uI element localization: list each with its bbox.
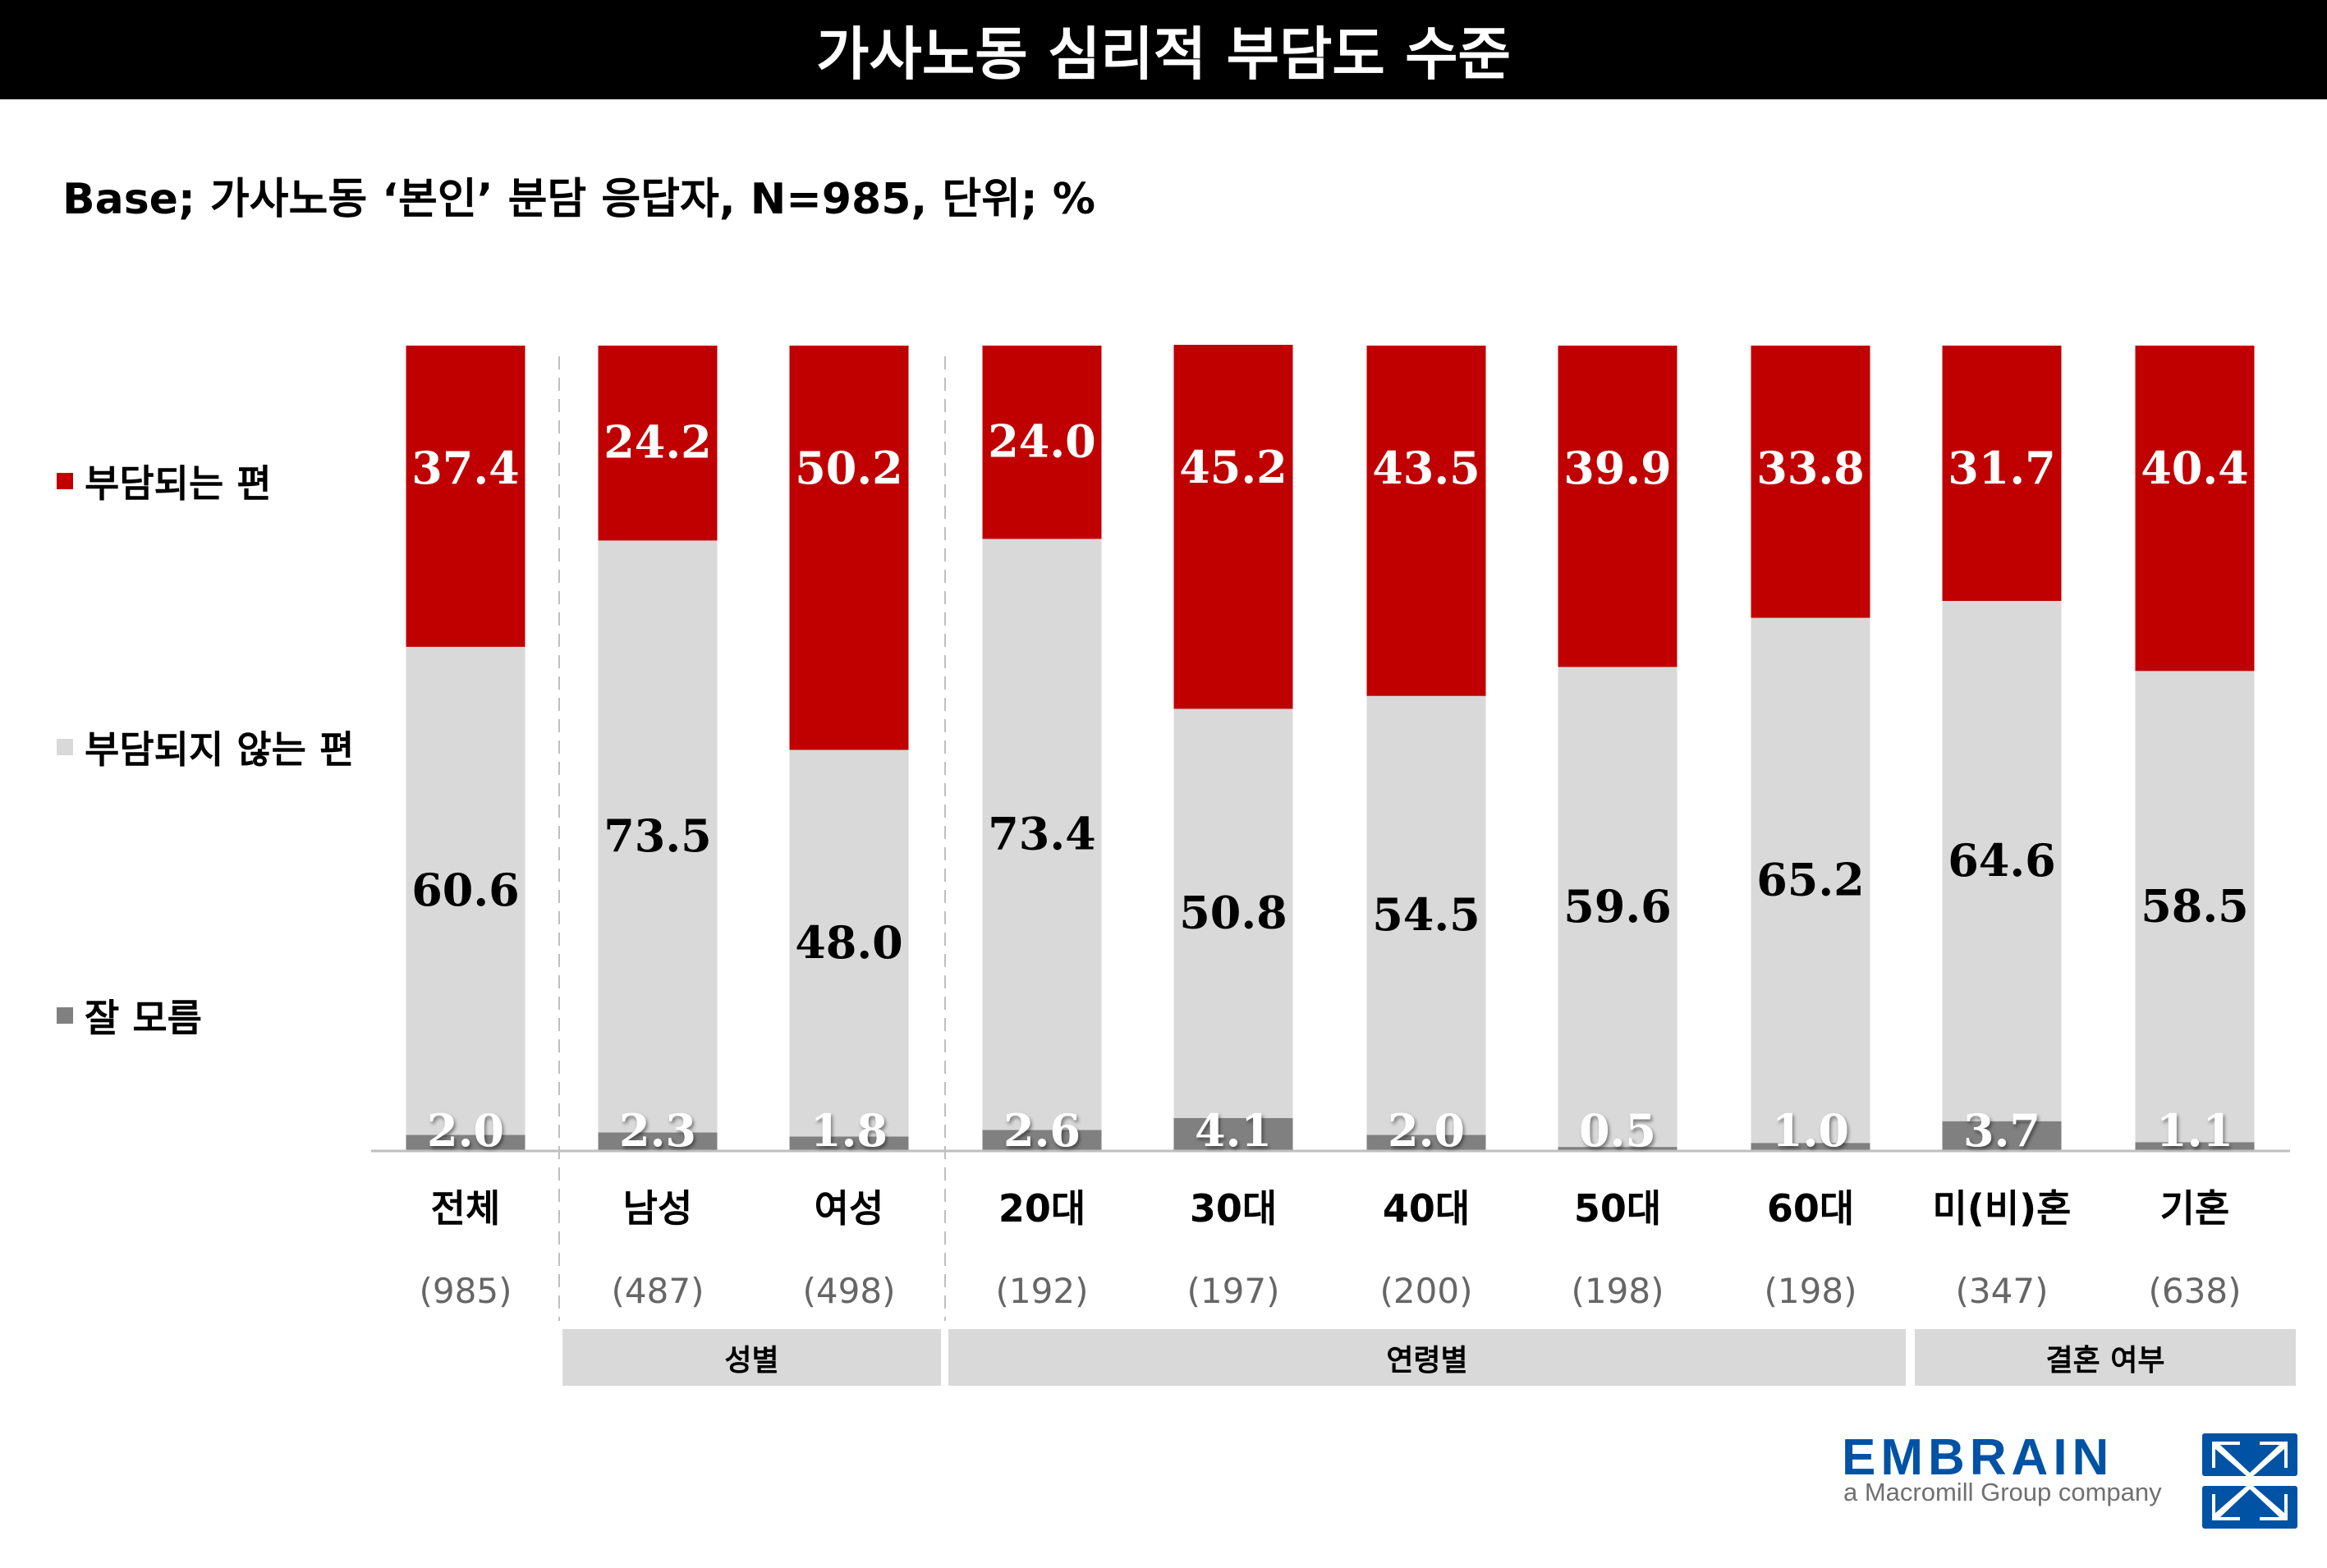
category-label: 30대 (1190, 1186, 1277, 1231)
data-label-burdened: 24.2 (604, 416, 712, 469)
data-label-dont-know: 2.6 (1003, 1104, 1081, 1157)
bar-segment-dont-know (789, 1136, 909, 1151)
data-label-burdened: 40.4 (2141, 442, 2249, 494)
bar-segment-dont-know (598, 1132, 718, 1151)
data-label-burdened: 45.2 (1179, 441, 1287, 493)
bar-segment-not-burdened (789, 750, 909, 1137)
bar-segment-not-burdened (598, 540, 718, 1133)
category-label: 미(비)혼 (1932, 1186, 2071, 1231)
data-label-not-burdened: 73.4 (988, 807, 1096, 860)
data-label-burdened: 31.7 (1948, 442, 2056, 494)
legend-label: 부담되지 않는 편 (85, 727, 355, 772)
sample-size-label: (487) (612, 1271, 705, 1311)
bar-segment-burdened (789, 346, 909, 750)
bar-segment-not-burdened (1751, 617, 1870, 1144)
category-label: 전체 (431, 1186, 501, 1231)
bar-segment-dont-know (1942, 1121, 2062, 1151)
bar-segment-not-burdened (2135, 671, 2255, 1143)
sample-size-label: (985) (420, 1271, 512, 1311)
legend-swatch-dark (57, 1007, 73, 1024)
bar-segment-dont-know (406, 1135, 526, 1151)
sample-size-label: (197) (1187, 1271, 1280, 1311)
data-label-not-burdened: 65.2 (1756, 853, 1865, 905)
data-label-burdened: 33.8 (1756, 442, 1865, 494)
legend-item-dont-know: 잘 모름 (57, 988, 202, 1043)
sample-size-label: (198) (1765, 1271, 1857, 1311)
data-label-dont-know: 2.0 (1388, 1104, 1465, 1157)
bar-segment-burdened (982, 346, 1102, 539)
bar-segment-burdened (1942, 346, 2062, 601)
data-label-not-burdened: 60.6 (411, 864, 520, 916)
category-label: 60대 (1767, 1186, 1854, 1231)
title-bar: 가사노동 심리적 부담도 수준 (0, 0, 2327, 99)
bar-segment-dont-know (1558, 1147, 1678, 1151)
category-label: 40대 (1383, 1186, 1470, 1231)
bar-segment-not-burdened (1942, 600, 2062, 1121)
sample-size-label: (638) (2149, 1271, 2242, 1311)
group-label-age: 연령별 (948, 1329, 1906, 1386)
bar-segment-not-burdened (1366, 695, 1486, 1135)
legend-swatch-light (57, 739, 73, 755)
data-label-dont-know: 4.1 (1195, 1104, 1272, 1157)
embrain-logo-icon (2202, 1433, 2297, 1529)
data-label-not-burdened: 73.5 (604, 809, 712, 862)
bar-segment-burdened (406, 346, 526, 647)
bar-segment-burdened (2135, 346, 2255, 672)
bar-segment-burdened (598, 346, 718, 541)
legend-item-not-burdened: 부담되지 않는 편 (57, 720, 354, 774)
bar-segment-dont-know (1366, 1135, 1486, 1151)
data-label-not-burdened: 48.0 (795, 916, 903, 969)
sample-size-label: (192) (996, 1271, 1089, 1311)
embrain-logo-text: EMBRAIN (1842, 1429, 2114, 1486)
data-label-not-burdened: 50.8 (1179, 887, 1287, 939)
legend-item-burdened: 부담되는 편 (57, 454, 272, 508)
data-label-not-burdened: 64.6 (1948, 834, 2056, 887)
data-label-burdened: 43.5 (1372, 442, 1480, 494)
legend-swatch-red (57, 473, 73, 489)
category-label: 기혼 (2160, 1186, 2230, 1231)
sample-size-label: (200) (1380, 1271, 1473, 1311)
page-title: 가사노동 심리적 부담도 수준 (816, 21, 1511, 88)
legend-label: 잘 모름 (85, 996, 202, 1040)
bar-segment-not-burdened (406, 646, 526, 1135)
data-label-burdened: 37.4 (411, 442, 520, 494)
data-label-dont-know: 1.0 (1772, 1104, 1849, 1157)
category-label: 남성 (623, 1186, 693, 1231)
stacked-bar-chart: 2.0 60.6 37.4 전체 (985) 2.3 73.5 24.2 남성 (487) 1.8 4… (371, 345, 2290, 1321)
sample-size-label: (498) (803, 1271, 896, 1311)
category-label: 50대 (1574, 1186, 1661, 1231)
data-label-burdened: 39.9 (1563, 442, 1672, 494)
bar-segment-dont-know (982, 1130, 1102, 1151)
bar-segment-burdened (1366, 346, 1486, 696)
data-label-dont-know: 3.7 (1963, 1104, 2040, 1157)
data-label-dont-know: 2.0 (427, 1104, 504, 1157)
bar-segment-not-burdened (1558, 667, 1678, 1148)
bar-segment-not-burdened (1173, 708, 1293, 1118)
category-label: 20대 (998, 1186, 1085, 1231)
sample-size-label: (198) (1572, 1271, 1664, 1311)
bar-segment-dont-know (1751, 1143, 1870, 1151)
data-label-not-burdened: 59.6 (1563, 880, 1672, 933)
bar-segment-dont-know (1173, 1117, 1293, 1151)
group-label-gender: 성별 (562, 1329, 941, 1386)
data-label-burdened: 50.2 (795, 442, 903, 494)
base-note: Base; 가사노동 ‘본인’ 분담 응답자, N=985, 단위; % (62, 175, 1095, 224)
category-label: 여성 (815, 1186, 884, 1231)
data-label-not-burdened: 54.5 (1372, 888, 1480, 941)
bar-segment-burdened (1558, 346, 1678, 667)
bar-segment-dont-know (2135, 1142, 2255, 1151)
bar-segment-not-burdened (982, 539, 1102, 1130)
data-label-dont-know: 2.3 (619, 1104, 696, 1157)
bar-segment-burdened (1173, 345, 1293, 709)
legend-label: 부담되는 편 (85, 461, 272, 506)
embrain-tagline: a Macromill Group company (1843, 1478, 2162, 1506)
data-label-burdened: 24.0 (988, 415, 1096, 468)
data-label-dont-know: 1.1 (2156, 1104, 2233, 1157)
group-label-marital: 결혼 여부 (1915, 1329, 2296, 1386)
data-label-dont-know: 0.5 (1579, 1104, 1656, 1157)
bar-segment-burdened (1751, 346, 1870, 618)
data-label-not-burdened: 58.5 (2141, 879, 2249, 932)
data-label-dont-know: 1.8 (810, 1104, 888, 1157)
sample-size-label: (347) (1956, 1271, 2049, 1311)
